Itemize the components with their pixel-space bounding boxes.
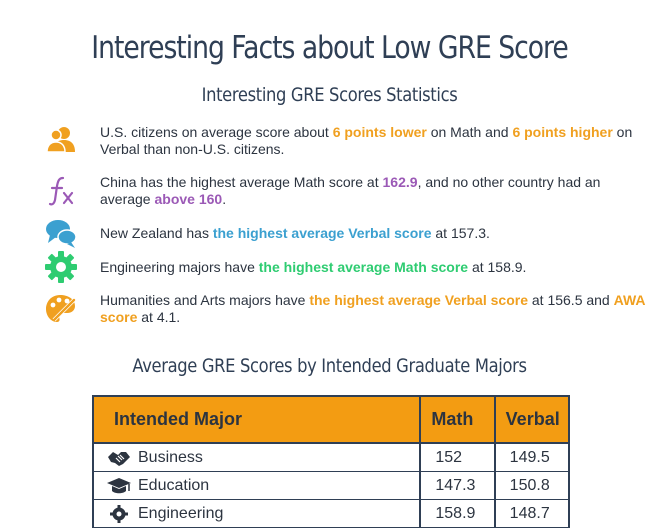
- table-row: Education 147.3 150.8: [91, 471, 571, 500]
- gear-icon: [44, 250, 78, 284]
- fact-text: Engineering majors have the highest aver…: [100, 259, 527, 275]
- gear-icon: [106, 504, 132, 524]
- graduation-cap-icon: [106, 476, 132, 496]
- page-title: Interesting Facts about Low GRE Score: [91, 30, 569, 66]
- table-title: Average GRE Scores by Intended Graduate …: [132, 355, 527, 377]
- math-cell: 147.3: [419, 471, 496, 500]
- column-header-verbal: Verbal: [493, 395, 571, 444]
- table-row: Engineering 158.9 148.7: [91, 499, 571, 528]
- chat-bubbles-icon: [44, 217, 78, 251]
- table-row: Business 152 149.5: [91, 443, 571, 472]
- major-cell: Education: [91, 471, 422, 500]
- majors-table: Intended Major Math Verbal Business 152 …: [91, 395, 571, 528]
- major-cell: Business: [91, 443, 422, 472]
- fact-text: Humanities and Arts majors have the high…: [100, 292, 645, 325]
- users-icon: [44, 124, 78, 158]
- verbal-cell: 150.8: [493, 471, 571, 500]
- column-header-math: Math: [419, 395, 496, 444]
- verbal-cell: 148.7: [493, 499, 571, 528]
- paint-palette-icon: [44, 292, 78, 326]
- fact-text: New Zealand has the highest average Verb…: [100, 225, 490, 241]
- verbal-cell: 149.5: [493, 443, 571, 472]
- fact-text: U.S. citizens on average score about 6 p…: [100, 124, 633, 157]
- math-cell: 158.9: [419, 499, 496, 528]
- handshake-icon: [106, 448, 132, 468]
- column-header-major: Intended Major: [91, 395, 422, 444]
- major-cell: Engineering: [91, 499, 422, 528]
- math-cell: 152: [419, 443, 496, 472]
- function-icon: [44, 174, 78, 208]
- fact-text: China has the highest average Math score…: [100, 174, 601, 207]
- table-header-row: Intended Major Math Verbal: [91, 395, 571, 444]
- section-subtitle: Interesting GRE Scores Statistics: [201, 84, 458, 106]
